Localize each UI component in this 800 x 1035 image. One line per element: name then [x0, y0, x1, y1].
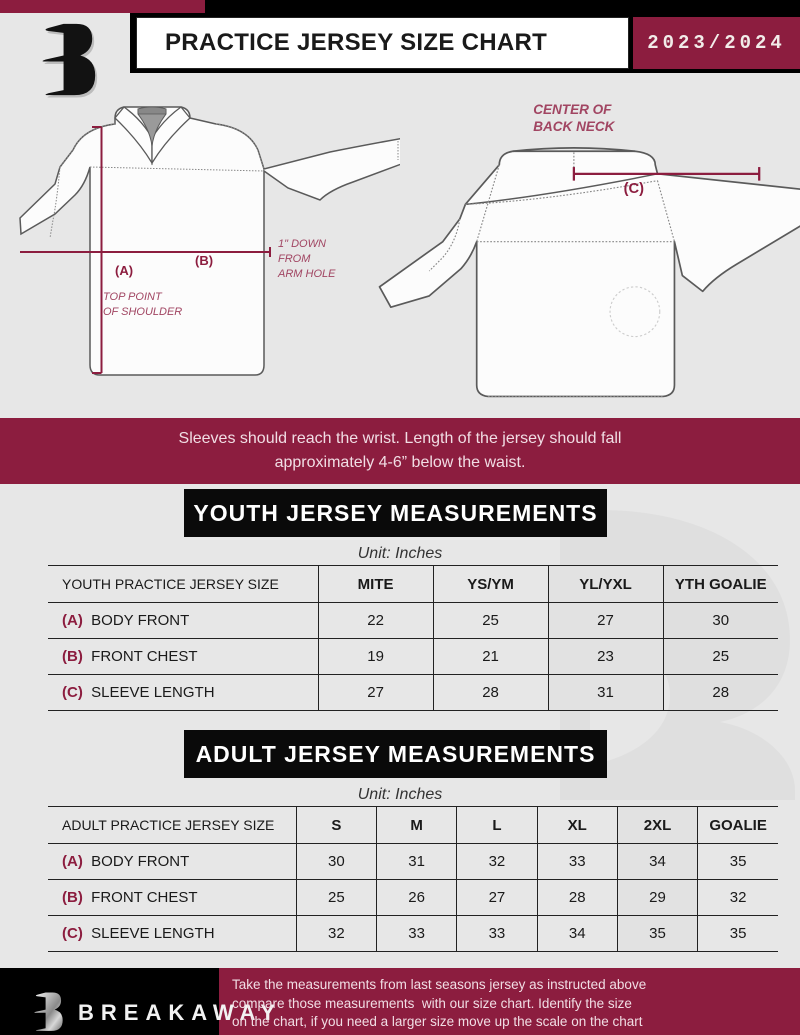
svg-text:(B): (B)	[195, 253, 213, 268]
svg-text:TOP POINT: TOP POINT	[103, 291, 163, 303]
svg-text:CENTER OF: CENTER OF	[533, 102, 612, 117]
svg-text:BACK NECK: BACK NECK	[533, 119, 615, 134]
svg-text:(C): (C)	[624, 181, 644, 197]
svg-text:(A): (A)	[115, 263, 133, 278]
svg-text:ARM HOLE: ARM HOLE	[277, 268, 336, 280]
svg-text:OF SHOULDER: OF SHOULDER	[103, 306, 182, 318]
svg-text:1" DOWN: 1" DOWN	[278, 238, 326, 250]
svg-text:FROM: FROM	[278, 253, 311, 265]
